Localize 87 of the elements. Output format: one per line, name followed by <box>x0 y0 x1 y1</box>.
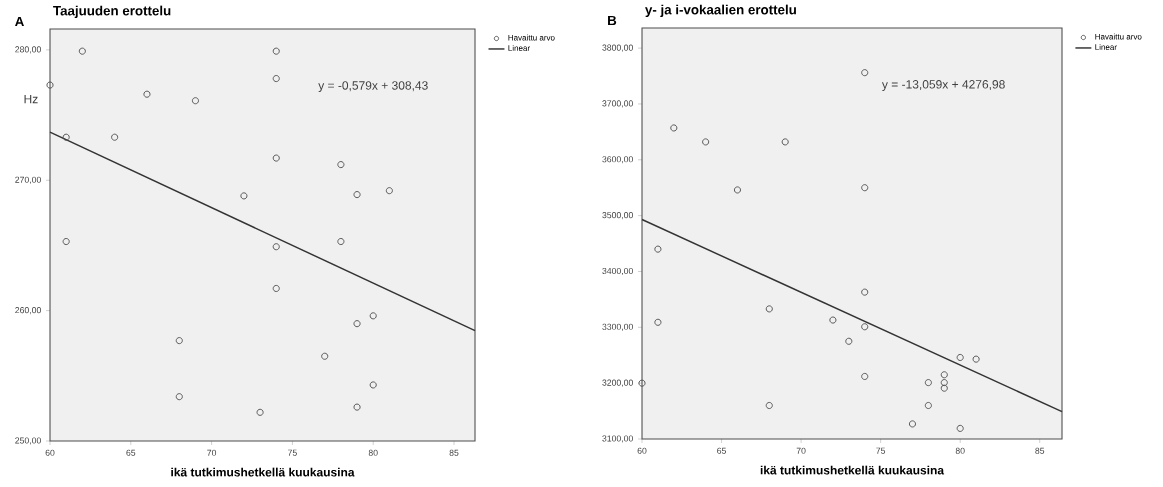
point <box>654 245 662 253</box>
x-tick-label: 70 <box>207 449 217 456</box>
x-tick-label: 75 <box>288 449 297 456</box>
y-tick-label: 3800,00 <box>602 44 633 52</box>
point <box>353 320 361 328</box>
x-tick-label: 80 <box>955 447 965 454</box>
point <box>321 352 329 360</box>
point <box>956 424 964 432</box>
point <box>175 337 183 345</box>
legend-label: Linear <box>508 45 530 51</box>
point <box>353 191 361 199</box>
point <box>143 90 151 98</box>
x-axis-title: ikä tutkimushetkellä kuukausina <box>171 467 355 477</box>
y-tick-label: 3100,00 <box>602 435 633 443</box>
point <box>908 420 916 428</box>
point <box>861 69 869 77</box>
x-axis-title: ikä tutkimushetkellä kuukausina <box>760 465 945 475</box>
point <box>353 403 361 411</box>
point <box>272 243 280 251</box>
point <box>861 184 869 192</box>
x-tick-label: 80 <box>368 449 378 456</box>
point <box>765 305 773 313</box>
y-tick-label: 3400,00 <box>602 267 633 276</box>
legend-label: Linear <box>1095 44 1117 50</box>
point <box>845 337 853 345</box>
legend-label: Havaittu arvo <box>508 34 555 41</box>
point <box>175 393 183 401</box>
point <box>369 381 377 389</box>
text: A <box>15 16 24 27</box>
point <box>702 138 710 146</box>
y-tick-label: 3700,00 <box>602 100 633 108</box>
point <box>272 154 280 162</box>
point <box>369 312 377 320</box>
y-tick-label: 3500,00 <box>602 212 633 220</box>
legend-label: Havaittu arvo <box>1095 33 1142 40</box>
point <box>972 355 980 363</box>
point <box>272 75 280 83</box>
point <box>861 372 869 380</box>
point <box>940 371 948 379</box>
point <box>337 161 345 169</box>
x-tick-label: 75 <box>876 447 886 454</box>
point <box>940 384 948 392</box>
x-tick-label: 60 <box>637 447 647 454</box>
point <box>240 192 248 200</box>
point <box>78 47 86 55</box>
point <box>654 318 662 326</box>
point <box>861 288 869 296</box>
point <box>861 323 869 331</box>
x-tick-label: 60 <box>45 449 55 456</box>
point <box>385 187 393 195</box>
y-tick-label: 270,00 <box>15 176 41 184</box>
x-tick-label: 65 <box>717 447 726 454</box>
point <box>191 97 199 105</box>
point <box>256 408 264 416</box>
text: B <box>608 15 617 26</box>
point <box>670 124 678 132</box>
chart-title: y- ja i-vokaalien erottelu <box>645 4 796 18</box>
point <box>781 138 789 146</box>
point <box>272 47 280 55</box>
y-axis-title: Hz <box>24 94 38 104</box>
point <box>924 401 932 410</box>
y-tick-label: 280,00 <box>15 46 41 54</box>
annotation: y = -13,059x + 4276,98 <box>881 80 1005 91</box>
y-tick-label: 3600,00 <box>602 156 633 164</box>
point <box>638 379 646 387</box>
x-tick-label: 85 <box>1035 447 1045 454</box>
y-tick-label: 3300,00 <box>602 323 633 331</box>
y-tick-label: 3200,00 <box>602 379 633 387</box>
point <box>940 379 948 387</box>
point <box>829 316 837 324</box>
x-tick-label: 85 <box>449 449 459 456</box>
y-tick-label: 250,00 <box>15 437 41 445</box>
point <box>924 379 932 387</box>
point <box>956 353 964 362</box>
point <box>62 133 70 141</box>
point <box>765 401 773 410</box>
x-tick-label: 65 <box>126 449 136 456</box>
chart-title: Taajuuden erottelu <box>53 5 171 19</box>
x-tick-label: 70 <box>796 447 806 454</box>
point <box>62 237 70 246</box>
point <box>337 237 345 246</box>
y-tick-label: 260,00 <box>15 307 41 315</box>
annotation: y = -0,579x + 308,43 <box>318 81 428 93</box>
point <box>733 186 741 194</box>
point <box>111 133 119 141</box>
point <box>46 81 54 89</box>
point <box>272 284 280 292</box>
